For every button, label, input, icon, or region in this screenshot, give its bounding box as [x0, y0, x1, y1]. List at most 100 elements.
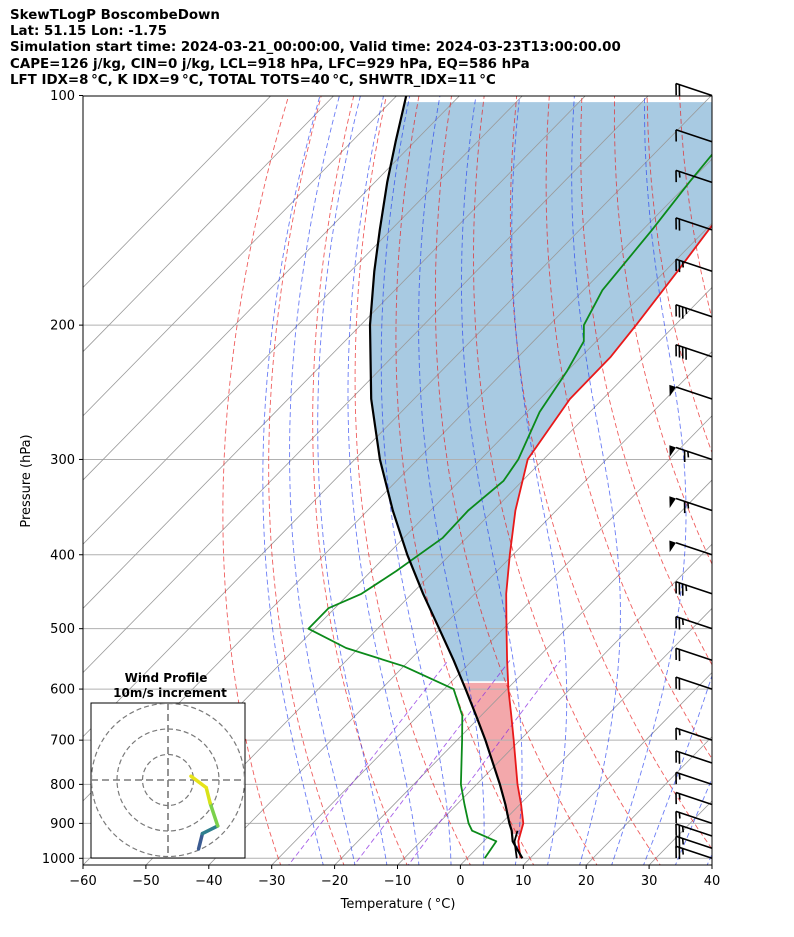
- isotherm-line: [585, 736, 712, 865]
- wind-barb: [675, 217, 713, 231]
- isotherm-line: [83, 96, 649, 674]
- y-tick-label: 400: [50, 548, 75, 563]
- axes: Temperature ( °C) Pressure (hPa) −60 −50 −…: [19, 89, 720, 912]
- barb-staff: [675, 497, 713, 512]
- moist-adiabat-line: [511, 96, 568, 865]
- isotherm-line: [208, 351, 712, 865]
- isotherm-line: [766, 96, 794, 875]
- isotherm-line: [83, 96, 272, 289]
- hodograph-subtitle: 10m/s increment: [113, 686, 227, 700]
- wind-barb: [675, 750, 713, 764]
- hodograph-segment: [189, 774, 208, 790]
- dry-adiabat-line: [222, 96, 290, 865]
- dry-adiabat-line: [545, 96, 712, 760]
- barb-staff: [675, 581, 713, 595]
- x-tick-label: 40: [704, 874, 721, 889]
- barb-staff: [675, 676, 713, 690]
- wind-barb: [669, 540, 713, 556]
- hodograph: Wind Profile 10m/s increment: [90, 671, 246, 859]
- profile-lines: [307, 96, 712, 859]
- barb-flag: [685, 307, 688, 315]
- barb-flag: [687, 451, 690, 458]
- y-tick-label: 600: [50, 683, 75, 698]
- location-line: Lat: 51.15 Lon: -1.75: [10, 24, 167, 40]
- y-tick-label: 300: [50, 453, 75, 468]
- x-tick-label: 10: [515, 874, 532, 889]
- x-tick-label: 30: [641, 874, 658, 889]
- surface-parcel-segment: [513, 830, 519, 859]
- barb-staff: [675, 82, 713, 97]
- moist-adiabat-line: [461, 96, 523, 865]
- moist-adiabat-line: [262, 96, 324, 865]
- moist-adiabat-line: [317, 96, 388, 865]
- barb-flag: [678, 812, 681, 819]
- barb-flag: [681, 618, 685, 625]
- wind-barbs: [669, 82, 713, 860]
- barb-staff: [675, 750, 713, 764]
- wind-barb: [675, 727, 713, 741]
- x-axis-label: Temperature ( °C): [340, 897, 456, 912]
- dry-adiabat-line: [745, 96, 794, 875]
- y-tick-label: 700: [50, 734, 75, 749]
- wind-barb: [675, 129, 713, 143]
- barb-staff: [675, 258, 713, 273]
- barb-staff: [675, 845, 713, 860]
- barb-staff: [675, 343, 713, 358]
- y-tick-label: 900: [50, 817, 75, 832]
- wind-barb: [669, 496, 713, 514]
- barb-staff: [675, 791, 713, 806]
- wind-barb: [675, 845, 713, 860]
- wind-barb: [675, 647, 713, 662]
- moist-adiabat-line: [674, 777, 712, 865]
- hodograph-segment: [200, 824, 220, 836]
- x-tick-label: −50: [132, 874, 159, 889]
- wind-barb: [675, 82, 713, 97]
- barb-pennant: [669, 384, 676, 397]
- barb-staff: [675, 835, 713, 849]
- hodograph-segment: [208, 801, 220, 828]
- wind-barb: [675, 258, 713, 273]
- barb-staff: [675, 169, 713, 184]
- chart-title: SkewTLogP BoscombeDown: [10, 8, 220, 23]
- barb-flag: [678, 773, 681, 780]
- barb-pennant: [669, 496, 676, 509]
- dry-adiabat-line: [395, 96, 535, 865]
- wind-barb: [675, 615, 713, 630]
- barb-staff: [675, 446, 713, 461]
- wind-barb: [675, 791, 713, 806]
- isotherm-line: [83, 96, 712, 738]
- isotherm-line: [271, 415, 712, 865]
- wind-barb: [675, 810, 713, 825]
- isotherm-line: [83, 96, 460, 481]
- dry-adiabat-line: [473, 96, 661, 865]
- hodograph-segment: [204, 785, 212, 805]
- isotherm-line: [459, 607, 712, 865]
- barb-flag: [678, 793, 681, 800]
- mixing-ratio-line: [288, 659, 449, 865]
- y-tick-label: 200: [50, 319, 75, 334]
- barb-staff: [675, 647, 713, 662]
- barb-staff: [675, 823, 713, 837]
- dry-adiabat-line: [434, 96, 598, 865]
- dry-adiabat-line: [354, 96, 471, 865]
- wind-barb: [675, 581, 713, 596]
- isotherm-line: [397, 543, 712, 865]
- stability-line: CAPE=126 j/kg, CIN=0 j/kg, LCL=918 hPa, …: [10, 56, 530, 72]
- barb-flag: [681, 826, 685, 833]
- moist-adiabat-line: [571, 96, 621, 865]
- barb-flag: [678, 171, 681, 178]
- barb-flag: [687, 502, 690, 509]
- barb-flag: [678, 729, 681, 736]
- dry-adiabat-line: [777, 96, 794, 875]
- wind-barb: [675, 771, 713, 786]
- background-lines: [83, 96, 794, 875]
- hodograph-title: Wind Profile: [125, 671, 208, 685]
- x-tick-label: −30: [258, 874, 285, 889]
- cape-fill: [370, 102, 712, 682]
- x-tick-label: −10: [384, 874, 411, 889]
- barb-flag: [681, 838, 685, 845]
- moist-adiabat-line: [289, 96, 356, 865]
- isotherm-line: [522, 671, 712, 865]
- hodograph-plot: [91, 703, 245, 858]
- dry-adiabat-line: [613, 96, 712, 566]
